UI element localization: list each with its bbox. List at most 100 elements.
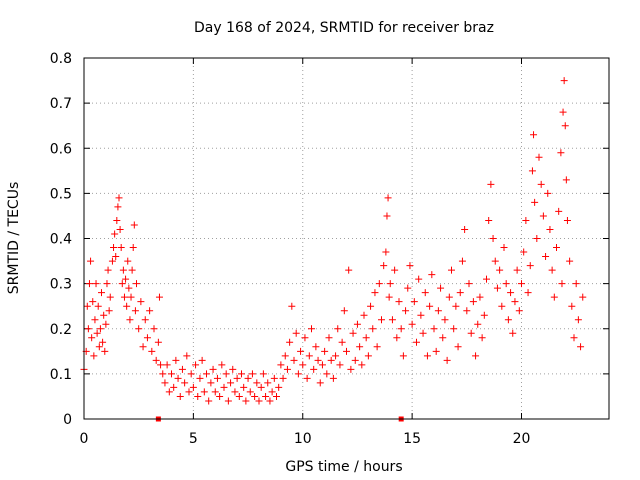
data-point — [183, 352, 191, 360]
data-point — [515, 307, 523, 315]
data-point — [211, 388, 219, 396]
data-point — [522, 216, 530, 224]
data-point — [531, 198, 539, 206]
data-point — [458, 257, 466, 265]
data-point — [535, 153, 543, 161]
data-point — [393, 334, 401, 342]
data-point — [88, 334, 96, 342]
data-point — [476, 293, 484, 301]
data-point — [196, 374, 204, 382]
data-point — [371, 289, 379, 297]
data-point — [114, 203, 122, 211]
data-point — [268, 388, 276, 396]
data-point — [205, 397, 213, 405]
data-point — [227, 379, 235, 387]
data-point — [108, 257, 116, 265]
data-point — [399, 352, 407, 360]
data-point — [493, 284, 501, 292]
data-point — [244, 374, 252, 382]
data-point — [452, 302, 460, 310]
data-point — [469, 298, 477, 306]
data-point — [500, 244, 508, 252]
data-point — [273, 392, 280, 400]
data-point — [194, 392, 202, 400]
data-point — [465, 280, 473, 288]
data-point — [116, 225, 124, 233]
data-point — [498, 302, 506, 310]
data-point — [528, 167, 536, 175]
data-point — [467, 329, 475, 337]
data-point — [437, 284, 445, 292]
data-point — [101, 347, 109, 355]
data-point — [135, 325, 143, 333]
data-point — [557, 149, 565, 157]
data-point — [84, 325, 92, 333]
data-point — [491, 257, 499, 265]
data-point — [90, 352, 98, 360]
data-point — [487, 180, 495, 188]
data-point — [203, 370, 210, 378]
data-point — [155, 293, 163, 301]
data-point — [353, 320, 361, 328]
data-point — [383, 212, 391, 220]
data-point — [238, 370, 245, 378]
data-point — [231, 388, 239, 396]
data-point — [375, 280, 383, 288]
data-point — [95, 343, 103, 351]
data-point — [395, 298, 403, 306]
data-point — [336, 361, 344, 369]
data-point — [364, 352, 372, 360]
data-point — [266, 397, 274, 405]
data-point — [474, 320, 482, 328]
data-point — [178, 365, 186, 373]
data-point — [117, 244, 125, 252]
data-point — [562, 176, 570, 184]
data-point — [524, 289, 532, 297]
data-point — [286, 338, 294, 346]
data-point — [100, 311, 108, 319]
data-point — [131, 307, 139, 315]
data-point — [351, 356, 359, 364]
data-point — [489, 235, 497, 242]
y-tick-label: 0.4 — [50, 232, 72, 248]
axis-ticks: 0 0.1 0.2 0.3 0.4 0.5 0.6 0.7 0.8 0 5 10 15 20 — [50, 51, 609, 447]
data-point — [559, 108, 567, 116]
data-point — [561, 122, 569, 130]
data-point — [255, 397, 263, 405]
data-point — [189, 383, 197, 391]
data-point — [338, 338, 346, 346]
data-point — [391, 266, 399, 274]
data-point — [275, 383, 283, 391]
data-point — [233, 374, 241, 382]
data-point — [89, 298, 97, 306]
data-point — [454, 343, 462, 351]
y-tick-label: 0.8 — [50, 51, 72, 67]
data-point — [533, 235, 541, 242]
data-point — [157, 361, 165, 369]
plot-frame — [83, 57, 610, 420]
data-point — [102, 320, 110, 328]
data-point — [105, 307, 113, 315]
data-point — [159, 370, 167, 378]
data-point — [87, 257, 95, 265]
data-point — [360, 311, 368, 319]
data-point — [367, 302, 375, 310]
data-point — [305, 352, 313, 360]
data-point — [443, 356, 451, 364]
data-point — [123, 302, 131, 310]
y-tick-label: 0.2 — [50, 322, 72, 338]
data-point — [539, 212, 547, 220]
data-point — [303, 374, 311, 382]
data-point — [321, 347, 329, 355]
data-point — [283, 365, 291, 373]
data-point — [312, 343, 320, 351]
data-point — [118, 280, 126, 288]
data-point — [384, 194, 392, 202]
data-point — [181, 379, 189, 387]
data-point — [174, 374, 182, 382]
data-point — [369, 325, 377, 333]
data-point — [115, 194, 123, 202]
data-point — [507, 289, 515, 297]
data-point — [96, 325, 104, 333]
data-point — [415, 275, 423, 283]
